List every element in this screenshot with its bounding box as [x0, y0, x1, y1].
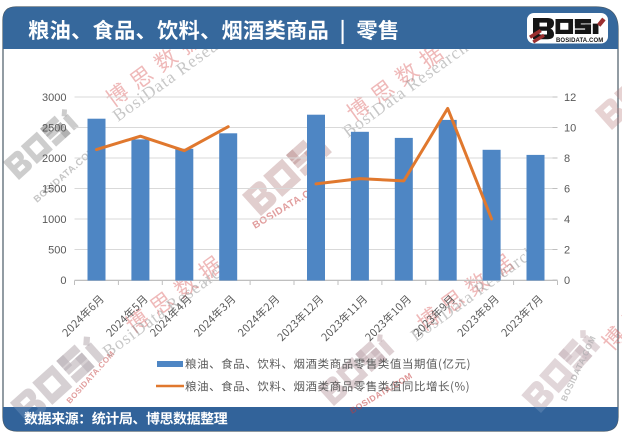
svg-text:10: 10 [564, 122, 576, 134]
svg-text:3000: 3000 [42, 92, 66, 104]
svg-text:0: 0 [564, 275, 570, 287]
svg-text:500: 500 [48, 244, 66, 256]
svg-text:1500: 1500 [42, 183, 66, 195]
svg-text:8: 8 [564, 153, 570, 165]
svg-text:6: 6 [564, 183, 570, 195]
svg-text:12: 12 [564, 92, 576, 104]
svg-text:BOSIDATA.COM: BOSIDATA.COM [556, 38, 603, 44]
svg-text:2000: 2000 [42, 153, 66, 165]
svg-text:2500: 2500 [42, 122, 66, 134]
svg-text:1000: 1000 [42, 214, 66, 226]
svg-text:2: 2 [564, 244, 570, 256]
svg-text:0: 0 [60, 275, 66, 287]
svg-text:4: 4 [564, 214, 570, 226]
